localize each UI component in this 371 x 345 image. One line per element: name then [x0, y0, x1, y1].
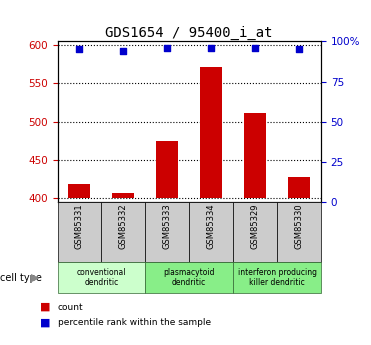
- Text: plasmacytoid
dendritic: plasmacytoid dendritic: [164, 268, 215, 287]
- Text: GSM85334: GSM85334: [207, 204, 216, 249]
- Point: [296, 47, 302, 52]
- Bar: [288, 177, 310, 198]
- Text: GSM85330: GSM85330: [295, 204, 303, 249]
- Bar: [69, 184, 91, 198]
- Text: GSM85332: GSM85332: [119, 204, 128, 249]
- Point: [164, 45, 170, 51]
- Bar: [112, 194, 134, 198]
- Text: interferon producing
killer dendritic: interferon producing killer dendritic: [237, 268, 316, 287]
- Point: [76, 47, 82, 52]
- Text: ■: ■: [40, 318, 50, 327]
- Text: conventional
dendritic: conventional dendritic: [77, 268, 126, 287]
- Text: ■: ■: [40, 302, 50, 312]
- Bar: [156, 141, 178, 198]
- Point: [252, 45, 258, 51]
- Bar: [200, 67, 222, 198]
- Text: percentile rank within the sample: percentile rank within the sample: [58, 318, 211, 327]
- Text: GSM85329: GSM85329: [250, 204, 260, 249]
- Text: count: count: [58, 303, 83, 312]
- Point: [121, 48, 127, 54]
- Title: GDS1654 / 95400_i_at: GDS1654 / 95400_i_at: [105, 26, 273, 40]
- Text: GSM85333: GSM85333: [163, 204, 172, 249]
- Point: [208, 45, 214, 51]
- Text: ▶: ▶: [31, 273, 39, 283]
- Bar: [244, 113, 266, 198]
- Text: cell type: cell type: [0, 273, 42, 283]
- Text: GSM85331: GSM85331: [75, 204, 84, 249]
